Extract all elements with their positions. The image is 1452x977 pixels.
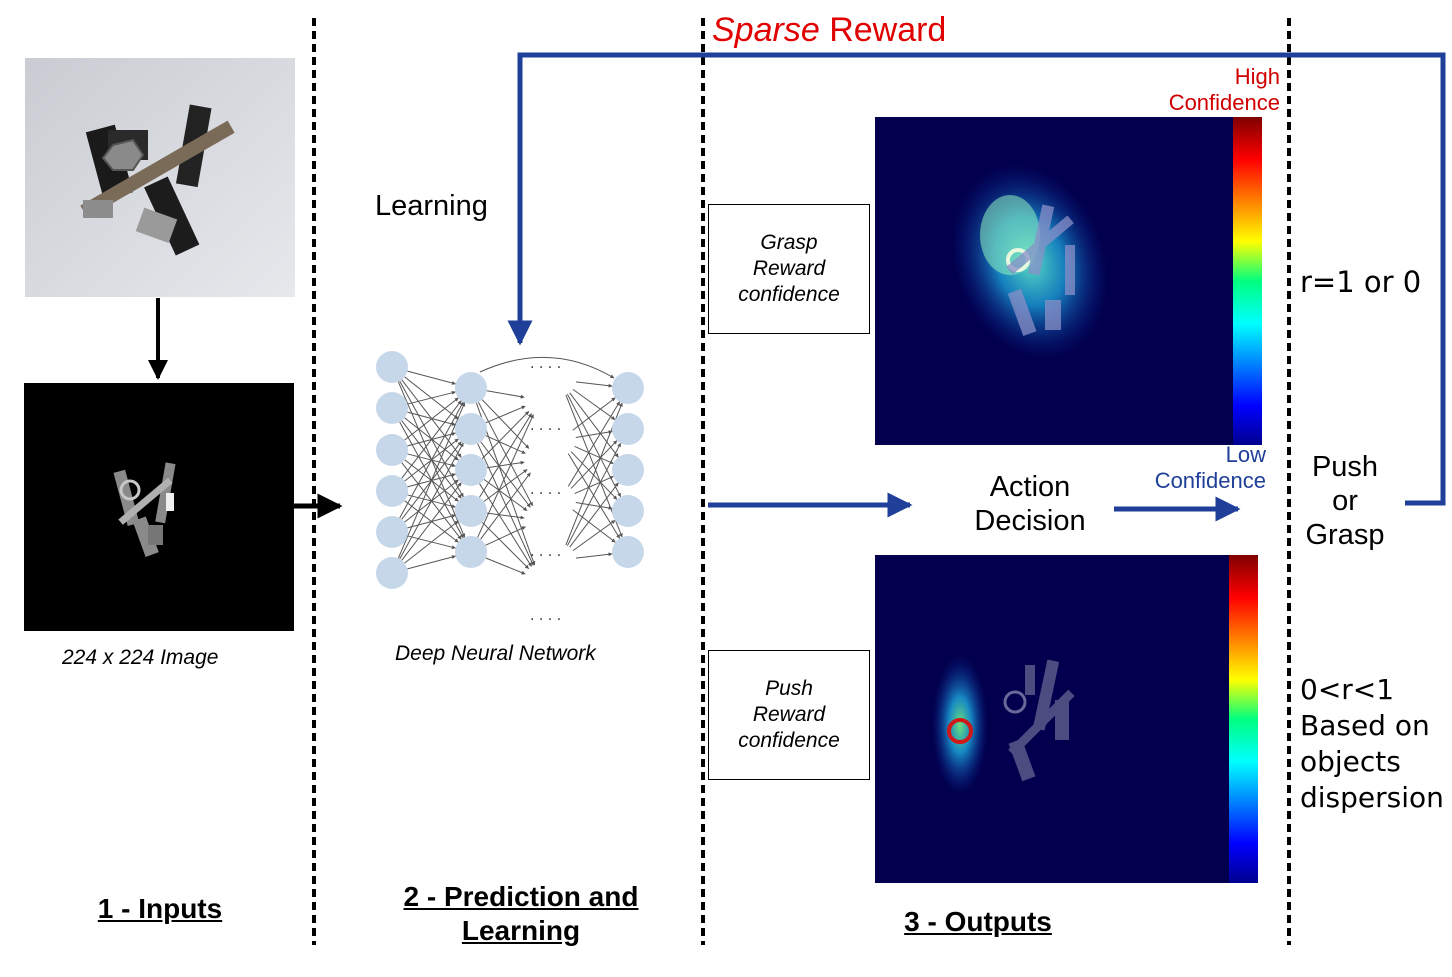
high-confidence-label: High Confidence: [1140, 64, 1280, 116]
network-node: [376, 351, 408, 383]
network-node: [612, 372, 644, 404]
push-or-grasp-label: Push or Grasp: [1296, 450, 1394, 552]
grasp-box-line2: Reward: [752, 257, 826, 280]
network-node: [455, 495, 487, 527]
network-node: [376, 557, 408, 589]
svg-text:. . . .: . . . .: [530, 418, 561, 434]
network-caption: Deep Neural Network: [395, 642, 596, 665]
grasp-reward-value: r=1 or 0: [1300, 265, 1422, 299]
image-size-caption: 224 x 224 Image: [62, 646, 219, 669]
network-node: [376, 392, 408, 424]
network-node: [376, 516, 408, 548]
high-confidence-line1: High: [1234, 64, 1280, 89]
input-photo: [25, 58, 295, 297]
prediction-section-title: 2 - Prediction and Learning: [365, 880, 677, 948]
network-node: [455, 454, 487, 486]
depth-image: [24, 383, 294, 631]
push-box-line1: Push: [765, 677, 813, 700]
network-node: [612, 536, 644, 568]
push-or-grasp-line3: Grasp: [1305, 519, 1385, 551]
network-node: [455, 413, 487, 445]
outputs-section-title: 3 - Outputs: [904, 906, 1052, 937]
push-reward-line3: objects: [1300, 745, 1401, 778]
network-node: [455, 536, 487, 568]
low-confidence-line2: Confidence: [1154, 468, 1266, 493]
push-reward-description: 0<r<1 Based on objects dispersion: [1300, 672, 1444, 816]
svg-text:. . . .: . . . .: [530, 356, 561, 372]
grasp-confidence-box: Grasp Reward confidence: [708, 204, 870, 334]
push-box-line3: confidence: [738, 729, 840, 752]
grasp-box-line1: Grasp: [760, 231, 818, 254]
sparse-word: Sparse: [712, 11, 820, 49]
network-node: [455, 372, 487, 404]
network-node: [376, 434, 408, 466]
inputs-section-title: 1 - Inputs: [97, 893, 223, 924]
learning-label: Learning: [375, 190, 488, 222]
network-node: [612, 413, 644, 445]
push-heatmap: [875, 555, 1258, 883]
push-box-line2: Reward: [752, 703, 826, 726]
sparse-reward-label: Sparse Reward: [712, 10, 946, 50]
network-node: [612, 495, 644, 527]
prediction-title-line1: 2 - Prediction and: [403, 881, 639, 912]
action-decision-line1: Action: [989, 471, 1071, 503]
high-confidence-line2: Confidence: [1168, 90, 1280, 115]
push-reward-line4: dispersion: [1300, 781, 1444, 814]
action-decision-line2: Decision: [974, 505, 1086, 537]
network-node: [612, 454, 644, 486]
low-confidence-label: Low Confidence: [1130, 442, 1266, 494]
network-node: [376, 475, 408, 507]
svg-text:. . . .: . . . .: [530, 608, 561, 624]
push-or-grasp-line2: or: [1332, 485, 1358, 517]
neural-network: . . . . . . . . . . . . . . . . . . . .: [376, 351, 644, 624]
section-dividers: [312, 18, 1291, 945]
prediction-title-line2: Learning: [461, 915, 581, 946]
push-reward-line2: Based on: [1300, 709, 1430, 742]
reward-word: Reward: [829, 11, 947, 49]
low-confidence-line1: Low: [1225, 442, 1266, 467]
push-or-grasp-line1: Push: [1311, 451, 1379, 483]
svg-text:. . . .: . . . .: [530, 544, 561, 560]
action-decision-label: Action Decision: [950, 470, 1110, 538]
grasp-box-line3: confidence: [738, 283, 840, 306]
push-reward-line1: 0<r<1: [1300, 673, 1395, 706]
feedback-loop-arrow: [507, 52, 1446, 506]
push-confidence-box: Push Reward confidence: [708, 650, 870, 780]
svg-text:. . . .: . . . .: [530, 482, 561, 498]
grasp-heatmap: [875, 117, 1262, 445]
